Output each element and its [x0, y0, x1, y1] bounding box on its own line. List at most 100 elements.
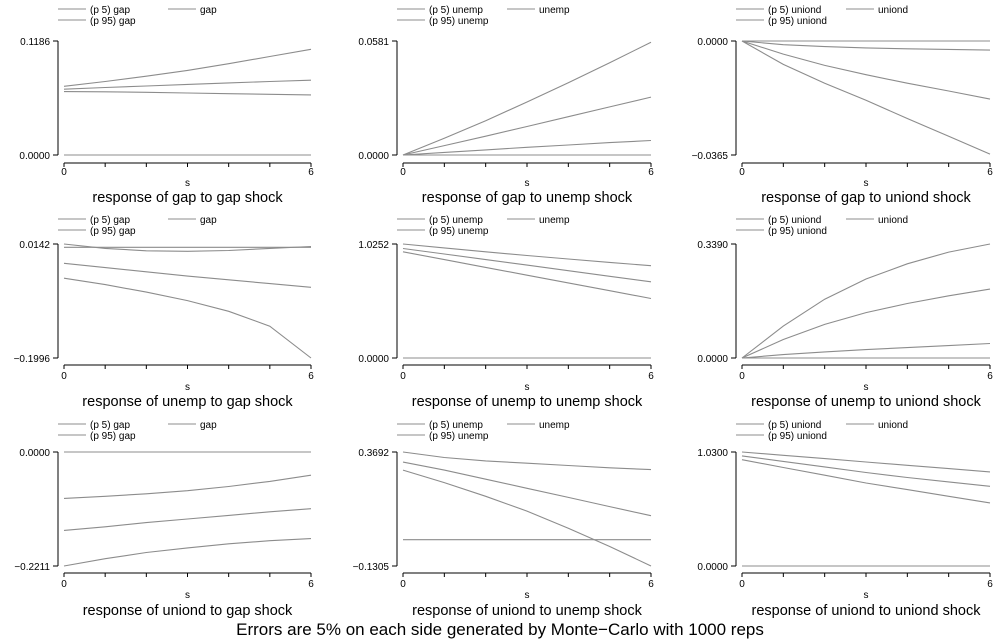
x-axis-label: s — [185, 590, 190, 601]
x-tick-label: 0 — [739, 579, 745, 590]
y-tick-label: 0.0000 — [19, 151, 50, 162]
panel-5: (p 5) unemp unemp (p 95) unemp 0.0000 1.0252… — [358, 215, 654, 410]
x-tick-label: 0 — [400, 371, 406, 382]
series-line — [741, 455, 991, 487]
series-line — [402, 41, 652, 156]
x-tick-label: 0 — [400, 167, 406, 178]
panel-title: response of gap to unemp shock — [422, 190, 633, 206]
series-line — [741, 342, 991, 359]
series-line — [63, 48, 312, 87]
legend-label: (p 95) uniond — [768, 16, 827, 27]
y-tick-label: −0.2211 — [14, 562, 50, 573]
panel-title: response of gap to uniond shock — [761, 190, 971, 206]
legend-label: unemp — [539, 215, 570, 226]
series-line — [741, 40, 991, 155]
panel-7: (p 5) gap gap (p 95) gap −0.2211 0.0000 0 6 s re… — [14, 420, 314, 619]
series-line — [402, 451, 652, 471]
y-tick-label: 0.1186 — [20, 37, 50, 48]
x-axis-label: s — [864, 590, 869, 601]
series-line — [402, 461, 652, 517]
series-line — [741, 451, 991, 473]
legend-label: (p 95) gap — [90, 16, 136, 27]
x-axis-label: s — [525, 178, 530, 189]
x-tick-label: 6 — [308, 371, 314, 382]
series-line — [402, 96, 652, 156]
figure-caption: Errors are 5% on each side generated by … — [236, 620, 764, 639]
series-line — [402, 247, 652, 283]
series-line — [63, 474, 312, 499]
series-line — [741, 288, 991, 359]
legend-label: gap — [200, 5, 217, 16]
x-tick-label: 6 — [987, 371, 993, 382]
panel-title: response of unemp to uniond shock — [751, 394, 981, 410]
series-line — [741, 243, 991, 359]
x-axis-label: s — [864, 178, 869, 189]
legend-label: (p 5) unemp — [429, 5, 483, 16]
legend-label: gap — [200, 420, 217, 431]
x-tick-label: 6 — [648, 579, 654, 590]
series-line — [741, 459, 991, 504]
legend-label: unemp — [539, 5, 570, 16]
legend-label: gap — [200, 215, 217, 226]
series-line — [63, 91, 312, 96]
y-tick-label: 0.0581 — [358, 37, 389, 48]
legend-label: (p 5) unemp — [429, 215, 483, 226]
panel-1: (p 5) gap gap (p 95) gap 0.0000 0.1186 0 6 sres… — [19, 5, 314, 206]
series-line — [402, 251, 652, 300]
legend-label: (p 5) uniond — [768, 215, 821, 226]
y-tick-label: 0.0000 — [697, 562, 728, 573]
y-tick-label: 0.0000 — [358, 151, 389, 162]
y-tick-label: 0.3390 — [697, 240, 728, 251]
y-tick-label: 1.0252 — [358, 240, 389, 251]
legend-label: (p 5) uniond — [768, 5, 821, 16]
x-tick-label: 6 — [648, 167, 654, 178]
x-tick-label: 6 — [987, 167, 993, 178]
series-line — [63, 243, 312, 252]
series-line — [402, 139, 652, 156]
legend-label: (p 95) gap — [90, 226, 136, 237]
legend-label: (p 95) uniond — [768, 431, 827, 442]
legend-label: (p 5) gap — [90, 215, 130, 226]
panel-title: response of gap to gap shock — [92, 190, 283, 206]
y-tick-label: 1.0300 — [697, 448, 728, 459]
y-tick-label: −0.1996 — [14, 354, 51, 365]
x-tick-label: 6 — [308, 167, 314, 178]
y-tick-label: −0.0365 — [692, 151, 729, 162]
panel-title: response of uniond to uniond shock — [752, 603, 982, 619]
x-tick-label: 0 — [739, 167, 745, 178]
panel-9: (p 5) uniond uniond (p 95) uniond 0.0000 1.0… — [697, 420, 993, 619]
y-tick-label: 0.0000 — [19, 448, 50, 459]
x-axis-label: s — [525, 382, 530, 393]
panel-2: (p 5) unemp unemp (p 95) unemp 0.0000 0.0581… — [358, 5, 654, 206]
x-tick-label: 0 — [61, 167, 67, 178]
panel-title: response of unemp to gap shock — [82, 394, 293, 410]
series-line — [63, 79, 312, 90]
y-tick-label: 0.0142 — [19, 240, 50, 251]
series-line — [402, 243, 652, 267]
series-line — [63, 508, 312, 531]
legend-label: uniond — [878, 215, 908, 226]
series-line — [741, 40, 991, 51]
x-tick-label: 0 — [61, 371, 67, 382]
panel-title: response of unemp to unemp shock — [412, 394, 643, 410]
x-axis-label: s — [864, 382, 869, 393]
panel-8: (p 5) unemp unemp (p 95) unemp −0.1305 0.369… — [353, 420, 655, 619]
x-tick-label: 6 — [987, 579, 993, 590]
series-line — [402, 469, 652, 567]
legend-label: (p 95) unemp — [429, 431, 489, 442]
legend-label: (p 95) gap — [90, 431, 136, 442]
x-axis-label: s — [185, 178, 190, 189]
series-line — [63, 538, 312, 567]
y-tick-label: 0.3692 — [358, 448, 389, 459]
x-axis-label: s — [525, 590, 530, 601]
legend-label: (p 95) unemp — [429, 16, 489, 27]
legend-label: (p 5) uniond — [768, 420, 821, 431]
series-line — [741, 40, 991, 100]
legend-label: (p 95) unemp — [429, 226, 489, 237]
x-tick-label: 6 — [648, 371, 654, 382]
legend-label: (p 5) gap — [90, 420, 130, 431]
legend-label: (p 5) gap — [90, 5, 130, 16]
series-line — [63, 277, 312, 359]
legend-label: uniond — [878, 5, 908, 16]
